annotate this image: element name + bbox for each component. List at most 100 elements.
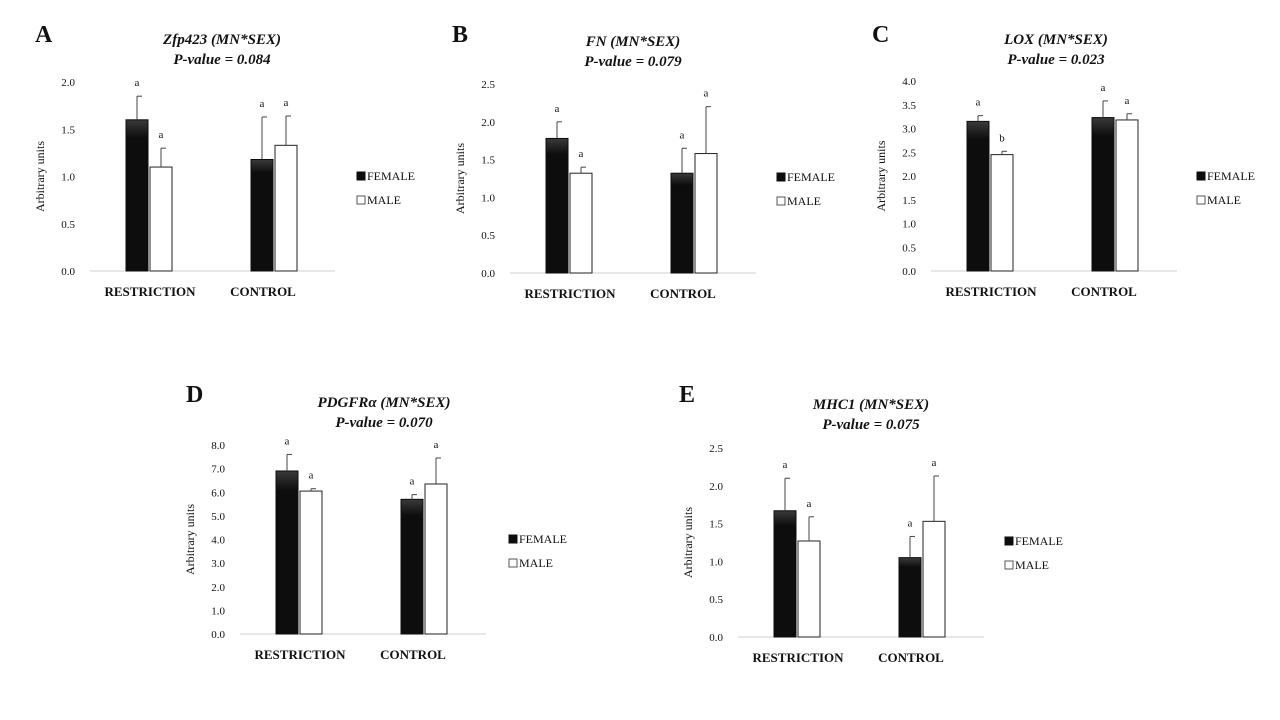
panel-letter: D (186, 382, 203, 408)
bar-male-restriction (569, 172, 593, 274)
bar-female-restriction (545, 137, 569, 274)
y-tick-label: 2.0 (211, 582, 225, 594)
bar-male-control (922, 520, 946, 638)
x-category-label: CONTROL (1071, 284, 1137, 299)
y-tick-label: 4.0 (211, 535, 225, 547)
y-tick-label: 2.5 (481, 79, 495, 91)
legend-swatch-male (1004, 560, 1014, 570)
y-tick-label: 1.5 (481, 155, 495, 167)
y-tick-label: 1.0 (902, 219, 916, 231)
legend-label: FEMALE (519, 532, 567, 546)
significance-label: a (159, 129, 164, 141)
chart-subtitle: P-value = 0.084 (173, 52, 271, 68)
significance-label: a (908, 517, 913, 529)
legend-label: FEMALE (787, 170, 835, 184)
y-tick-label: 0.5 (902, 242, 916, 254)
significance-label: a (976, 97, 981, 109)
significance-label: a (579, 148, 584, 160)
chart-panel-c: C LOX (MN*SEX) P-value = 0.023 Arbitrary un… (872, 22, 1255, 299)
y-axis-label: Arbitrary units (874, 140, 888, 211)
significance-label: a (260, 98, 265, 110)
chart-title: PDGFRα (MN*SEX) (318, 395, 451, 411)
x-category-label: CONTROL (650, 286, 716, 301)
y-tick-label: 0.0 (211, 629, 225, 641)
bar-female-control (400, 498, 424, 635)
significance-label: a (1125, 95, 1130, 107)
chart-title: FN (MN*SEX) (585, 34, 681, 50)
chart-panel-a: A Zfp423 (MN*SEX) P-value = 0.084 Arbitrary… (33, 22, 415, 299)
y-tick-label: 0.0 (481, 268, 495, 280)
y-tick-label: 0.0 (902, 266, 916, 278)
bar-male-restriction (149, 166, 173, 272)
y-axis-label: Arbitrary units (33, 141, 47, 212)
panel-letter: A (35, 22, 53, 48)
bar-male-control (694, 153, 718, 274)
legend-label: FEMALE (1015, 534, 1063, 548)
x-category-label: RESTRICTION (254, 647, 346, 662)
significance-label: a (932, 457, 937, 469)
y-tick-label: 4.0 (902, 76, 916, 88)
x-category-label: CONTROL (878, 650, 944, 665)
y-tick-label: 1.0 (61, 172, 75, 184)
y-tick-label: 1.5 (902, 195, 916, 207)
bar-male-control (1115, 119, 1139, 272)
y-tick-label: 1.0 (211, 605, 225, 617)
chart-subtitle: P-value = 0.023 (1007, 52, 1105, 68)
legend-swatch-female (508, 534, 518, 544)
legend-label: MALE (1015, 558, 1049, 572)
bar-female-control (898, 557, 922, 638)
y-tick-label: 2.5 (902, 147, 916, 159)
legend-label: MALE (519, 556, 553, 570)
y-tick-label: 2.0 (709, 481, 723, 493)
chart-title: LOX (MN*SEX) (1003, 32, 1108, 48)
significance-label: a (135, 77, 140, 89)
bar-female-restriction (275, 470, 299, 635)
chart-title: Zfp423 (MN*SEX) (162, 32, 281, 48)
y-tick-label: 2.5 (709, 443, 723, 455)
y-axis-label: Arbitrary units (453, 143, 467, 214)
legend-swatch-male (508, 558, 518, 568)
legend-swatch-female (356, 171, 366, 181)
y-tick-label: 2.0 (61, 77, 75, 89)
panel-letter: B (452, 22, 468, 48)
significance-label: a (704, 88, 709, 100)
x-category-label: RESTRICTION (524, 286, 616, 301)
bar-female-restriction (773, 510, 797, 638)
legend-swatch-male (1196, 195, 1206, 205)
bar-female-restriction (125, 119, 149, 272)
legend-label: MALE (787, 194, 821, 208)
y-tick-label: 0.0 (61, 266, 75, 278)
bar-female-restriction (966, 120, 990, 272)
bar-male-restriction (797, 540, 821, 638)
bar-male-control (274, 144, 298, 272)
y-axis-label: Arbitrary units (681, 507, 695, 578)
significance-label: a (285, 435, 290, 447)
panel-letter: C (872, 22, 889, 48)
legend-swatch-female (1196, 171, 1206, 181)
y-tick-label: 3.0 (902, 124, 916, 136)
bar-male-control (424, 483, 448, 635)
y-tick-label: 7.0 (211, 464, 225, 476)
bar-female-control (1091, 117, 1115, 272)
x-category-label: RESTRICTION (104, 284, 196, 299)
chart-subtitle: P-value = 0.070 (335, 415, 433, 431)
legend-swatch-male (776, 196, 786, 206)
significance-label: a (434, 439, 439, 451)
significance-label: a (1101, 82, 1106, 94)
chart-panel-b: B FN (MN*SEX) P-value = 0.079 Arbitrary uni… (452, 22, 835, 301)
y-tick-label: 8.0 (211, 440, 225, 452)
y-tick-label: 1.0 (481, 192, 495, 204)
significance-label: b (999, 132, 1005, 144)
panel-letter: E (679, 382, 695, 408)
y-tick-label: 0.5 (61, 219, 75, 231)
y-tick-label: 1.5 (61, 124, 75, 136)
y-tick-label: 1.5 (709, 519, 723, 531)
legend-label: FEMALE (1207, 169, 1255, 183)
y-tick-label: 0.5 (481, 230, 495, 242)
legend-swatch-female (1004, 536, 1014, 546)
significance-label: a (309, 470, 314, 482)
y-tick-label: 6.0 (211, 487, 225, 499)
significance-label: a (284, 97, 289, 109)
legend-label: FEMALE (367, 169, 415, 183)
bar-male-restriction (990, 154, 1014, 272)
